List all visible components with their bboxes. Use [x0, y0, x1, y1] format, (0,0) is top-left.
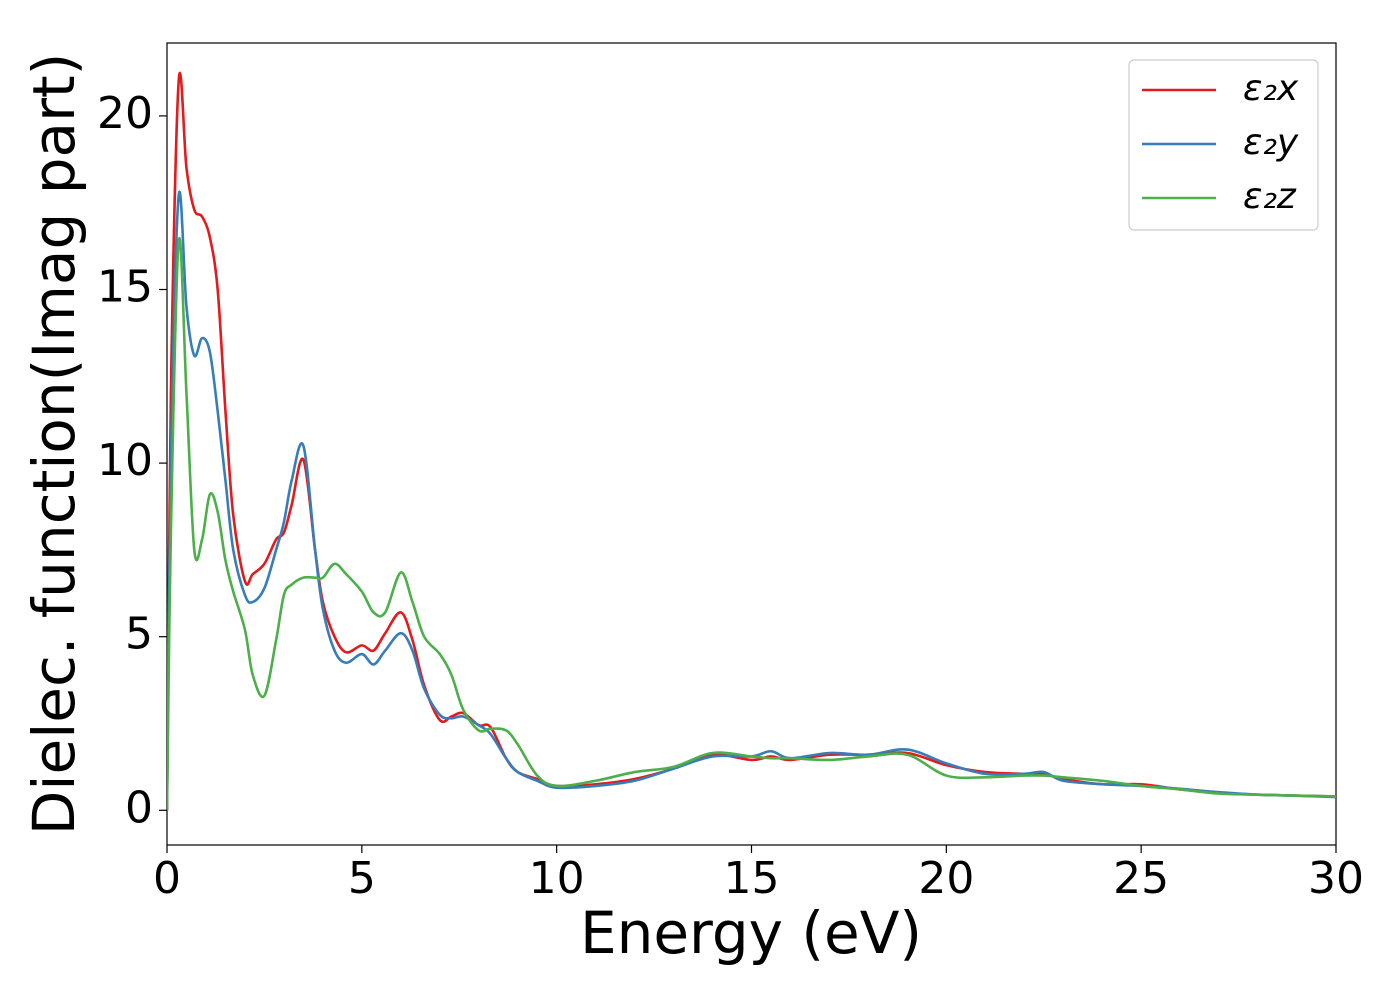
y-axis-label: Dielec. function(Imag part)	[20, 53, 88, 836]
y-tick-label: 15	[97, 262, 153, 313]
x-axis-label: Energy (eV)	[580, 899, 922, 967]
y-tick-label: 5	[125, 609, 153, 660]
y-tick-label: 0	[125, 782, 153, 833]
y-tick-label: 20	[97, 88, 153, 139]
series-line	[167, 71, 1336, 811]
x-tick-label: 20	[918, 853, 974, 904]
legend-label: ε₂y	[1243, 122, 1299, 163]
x-tick-label: 10	[529, 853, 585, 904]
legend-box	[1128, 59, 1319, 231]
x-tick-label: 5	[348, 853, 376, 904]
series-line	[167, 236, 1336, 811]
y-tick-label: 10	[97, 435, 153, 486]
series-line	[167, 190, 1336, 811]
legend-label: ε₂x	[1243, 68, 1299, 109]
x-tick-label: 15	[724, 853, 780, 904]
x-tick-label: 25	[1113, 853, 1169, 904]
x-tick-label: 30	[1308, 853, 1364, 904]
legend-label: ε₂z	[1243, 176, 1297, 217]
x-tick-label: 0	[153, 853, 181, 904]
